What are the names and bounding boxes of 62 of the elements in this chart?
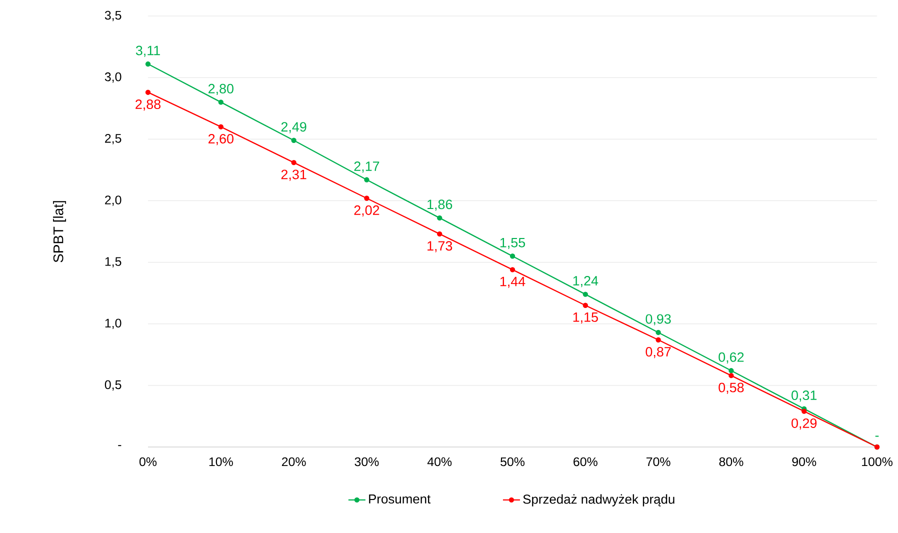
data-label: 2,88 bbox=[136, 100, 160, 111]
point bbox=[510, 267, 516, 272]
point bbox=[218, 124, 224, 130]
data-label: 1,73 bbox=[428, 241, 452, 252]
point bbox=[582, 302, 588, 308]
data-label: 0,93 bbox=[646, 314, 671, 326]
point bbox=[291, 138, 296, 143]
point bbox=[364, 177, 370, 182]
y-tick-label: 1,5 bbox=[105, 257, 122, 268]
y-tick-label: 3,0 bbox=[104, 72, 122, 83]
y-axis-title: SPBT [lat] bbox=[53, 201, 66, 262]
y-tick-label: 2,0 bbox=[105, 196, 122, 206]
point bbox=[291, 160, 296, 166]
data-label: 0,31 bbox=[792, 390, 817, 402]
x-tick-label: 90% bbox=[792, 457, 816, 466]
data-label: 1,86 bbox=[428, 200, 452, 211]
point bbox=[145, 90, 151, 95]
point bbox=[218, 100, 224, 105]
legend-label: Sprzedaż nadwyżek prądu bbox=[523, 494, 674, 506]
y-tick-label: 1,0 bbox=[105, 318, 122, 329]
point bbox=[728, 368, 734, 374]
x-tick-label: 0% bbox=[139, 457, 157, 466]
legend-label: Prosument bbox=[369, 494, 431, 504]
y-tick-label: - bbox=[118, 445, 122, 446]
data-label: 1,15 bbox=[573, 312, 598, 324]
x-tick-label: 40% bbox=[427, 457, 452, 466]
data-label: 0,29 bbox=[792, 418, 817, 430]
data-label: 3,11 bbox=[136, 46, 160, 57]
data-label: 1,24 bbox=[573, 276, 598, 288]
point bbox=[728, 372, 734, 378]
x-tick-label: 50% bbox=[500, 457, 525, 466]
data-label: 2,02 bbox=[354, 205, 380, 217]
data-label: 0,62 bbox=[718, 352, 744, 364]
data-label: 2,80 bbox=[208, 84, 234, 96]
x-tick-label: 60% bbox=[574, 457, 598, 466]
point bbox=[510, 254, 516, 259]
point bbox=[656, 337, 661, 342]
y-tick-label: 0,5 bbox=[104, 380, 122, 391]
point bbox=[364, 196, 370, 201]
x-tick-label: 30% bbox=[354, 457, 379, 466]
x-tick-label: 100% bbox=[862, 457, 892, 466]
point bbox=[437, 231, 442, 237]
x-tick-label: 20% bbox=[282, 457, 306, 466]
y-tick-label: 3,5 bbox=[104, 10, 122, 22]
y-tick-label: 2,5 bbox=[105, 134, 122, 144]
data-label: 2,60 bbox=[208, 134, 234, 146]
point bbox=[437, 215, 442, 221]
data-label: 1,44 bbox=[500, 276, 526, 288]
x-tick-label: 10% bbox=[209, 457, 233, 466]
data-label: - bbox=[875, 436, 879, 437]
data-label: 2,17 bbox=[354, 161, 380, 173]
data-label: 0,87 bbox=[646, 347, 671, 358]
x-tick-label: 70% bbox=[646, 457, 670, 466]
data-label: 0,58 bbox=[718, 382, 744, 394]
point bbox=[582, 292, 588, 297]
point bbox=[656, 330, 661, 336]
data-label: 1,55 bbox=[500, 238, 526, 249]
x-tick-label: 80% bbox=[719, 457, 744, 466]
data-label: 2,31 bbox=[281, 170, 306, 181]
data-label: 2,49 bbox=[281, 122, 306, 134]
point bbox=[802, 408, 807, 414]
point bbox=[145, 61, 151, 67]
